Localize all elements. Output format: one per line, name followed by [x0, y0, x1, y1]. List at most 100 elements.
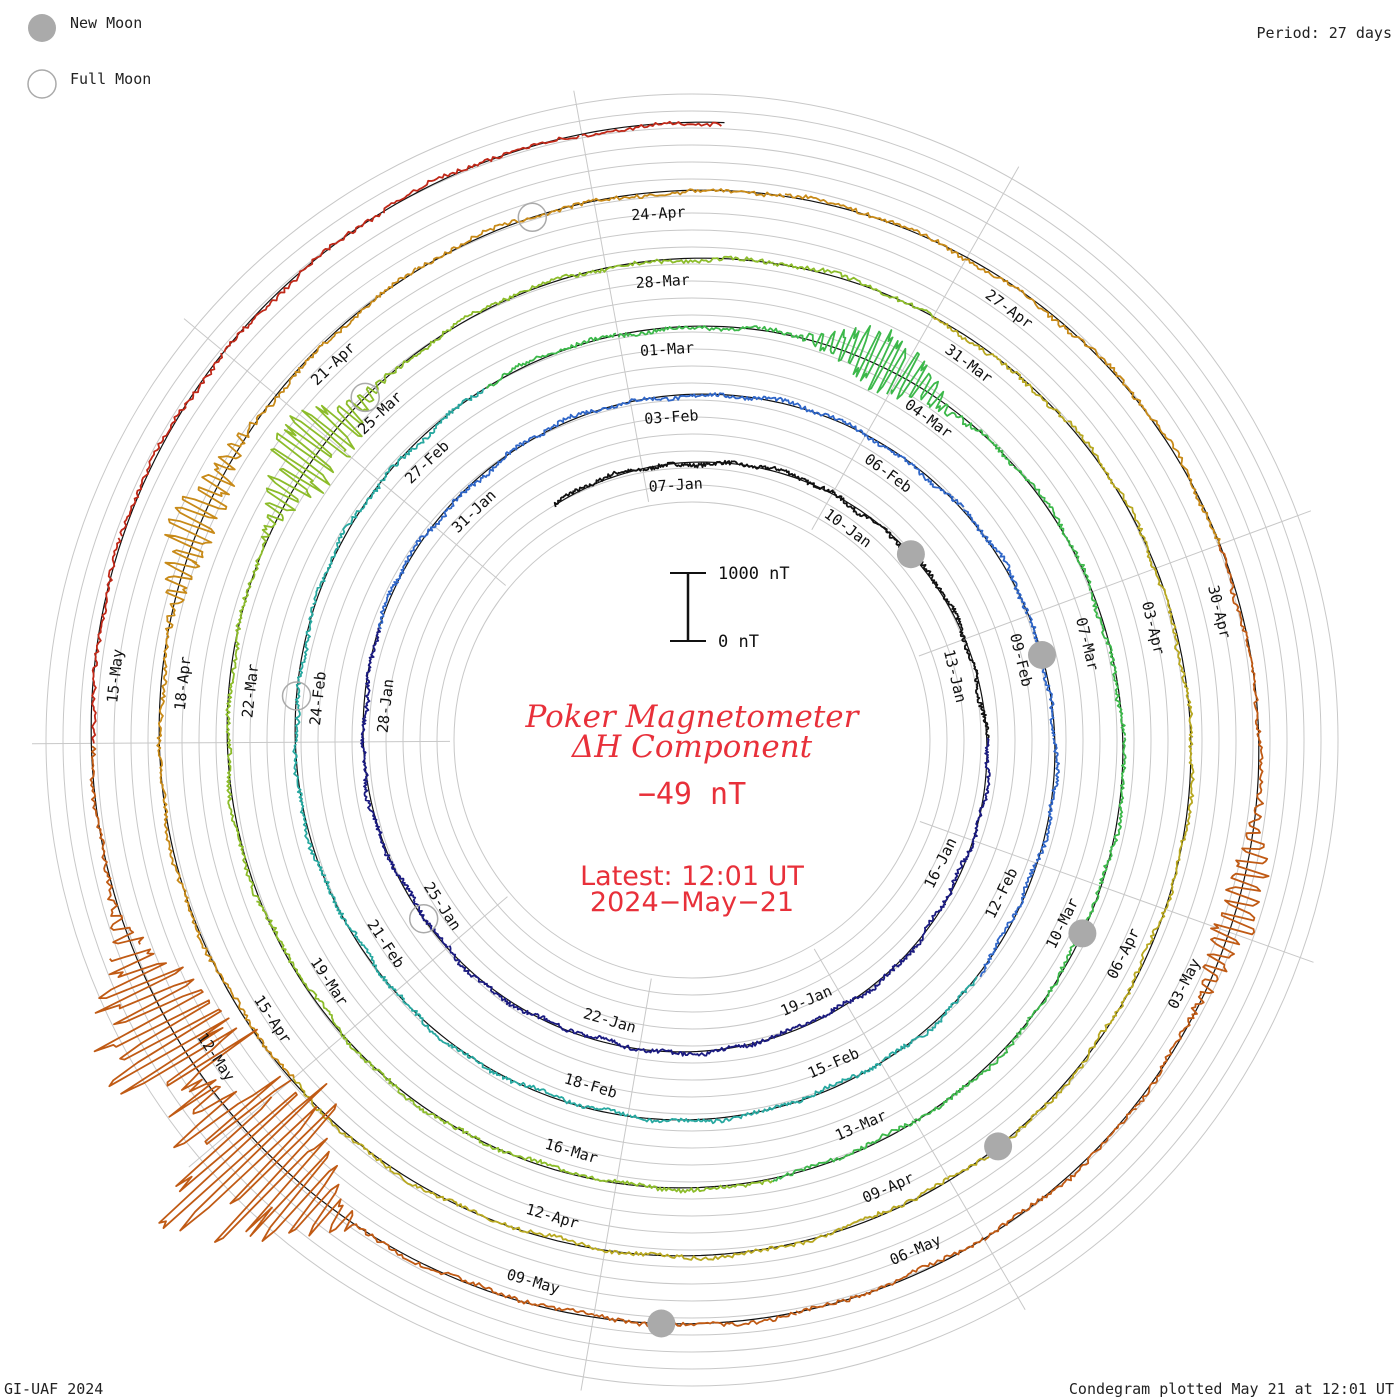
trace-segment [518, 399, 631, 447]
trace-segment [761, 325, 907, 395]
date-label: 07-Mar [1072, 616, 1102, 673]
trace-segment [1013, 466, 1092, 591]
trace-segment [383, 853, 449, 948]
grid-ring [300, 348, 1084, 1132]
trace-segment [194, 923, 295, 1079]
new-moon-marker [1028, 641, 1056, 669]
date-label: 10-Jan [821, 505, 875, 552]
trace-segment [1133, 927, 1241, 1108]
date-label: 18-Feb [562, 1069, 619, 1101]
trace-segment [979, 862, 1037, 978]
trace-segment [89, 745, 145, 945]
grid-ring [402, 450, 982, 1030]
grid-ring [351, 399, 1033, 1081]
grid-ring [164, 212, 1220, 1268]
date-label: 01-Mar [639, 339, 694, 360]
trace-segment [605, 255, 774, 271]
trace-segment [434, 444, 521, 528]
date-label: 15-May [103, 648, 127, 704]
trace-segment [604, 1244, 785, 1262]
grid-spoke [918, 510, 1312, 657]
trace-segment [961, 639, 990, 739]
grid-ring [453, 501, 931, 979]
date-label: 27-Apr [982, 286, 1036, 333]
trace-segment [784, 193, 967, 261]
full-moon-marker [408, 903, 439, 934]
date-label: 27-Feb [401, 437, 453, 487]
grid-ring [113, 161, 1271, 1319]
latest-date: 2024−May−21 [590, 887, 794, 918]
date-label: 18-Apr [171, 655, 195, 711]
trace-segment [398, 1253, 595, 1316]
trace-segment [984, 1108, 1137, 1242]
trace-segment [932, 316, 1068, 423]
trace-segment [1028, 614, 1056, 737]
trace-segment [1035, 737, 1060, 863]
date-label: 13-Jan [940, 648, 970, 705]
date-label: 28-Jan [374, 678, 398, 734]
trace-segment [629, 392, 752, 403]
trace-segment [972, 737, 991, 841]
trace-segment [865, 434, 965, 508]
date-label: 22-Jan [581, 1004, 638, 1036]
date-label: 12-Apr [524, 1200, 581, 1232]
grid-ring [181, 229, 1203, 1251]
trace-segment [965, 258, 1121, 378]
grid-ring [419, 467, 965, 1013]
baseline-spiral-path [90, 121, 1260, 1325]
date-label: 24-Feb [306, 671, 330, 727]
full-moon-icon [27, 69, 57, 99]
grid-ring [249, 297, 1135, 1183]
grid-ring [45, 93, 1339, 1387]
legend-new-moon-label: New Moon [70, 14, 142, 32]
chart-subtitle: ΔH Component [571, 729, 813, 765]
trace-segment [164, 395, 279, 564]
trace-segment [747, 1000, 847, 1048]
trace-segment [342, 1034, 469, 1134]
trace-segment [1119, 375, 1221, 546]
scale-bottom-label: 0 nT [718, 632, 759, 652]
trace-segment [396, 992, 502, 1077]
date-label: 25-Mar [354, 388, 406, 438]
grid-ring [147, 195, 1237, 1285]
date-label: 03-Feb [644, 406, 699, 427]
trace-segment [156, 742, 196, 925]
trace-segment [1213, 736, 1270, 936]
grid-ring [317, 365, 1067, 1115]
trace-segment [923, 840, 975, 934]
trace-segment [323, 877, 397, 992]
scale-top-label: 1000 nT [718, 564, 790, 584]
trace-segment [377, 526, 436, 630]
grid-spoke [188, 896, 508, 1168]
trace-segment [1027, 885, 1101, 1020]
grid-rings [45, 93, 1339, 1387]
new-moon-marker [647, 1309, 676, 1338]
trace-segment [501, 1075, 629, 1117]
grid-ring [198, 246, 1186, 1234]
grid-ring [266, 314, 1118, 1166]
grid-spoke [31, 740, 451, 745]
trace-segment [1153, 568, 1194, 738]
date-label: 09-May [505, 1265, 562, 1297]
trace-segment [833, 491, 912, 556]
trace-segment [466, 1133, 618, 1184]
trace-segment [910, 553, 966, 641]
date-label: 30-Apr [1204, 583, 1234, 640]
trace-segment [294, 605, 315, 743]
trace-segment [432, 1192, 606, 1253]
trace-segment [158, 1083, 400, 1256]
date-label: 22-Mar [238, 663, 262, 719]
date-label: 03-Apr [1138, 600, 1168, 657]
trace-segment [1080, 909, 1167, 1064]
trace-segment [881, 976, 978, 1062]
trace-segment [360, 627, 381, 743]
grid-ring [368, 416, 1016, 1064]
trace-segment [553, 467, 643, 508]
trace-segment [1164, 737, 1195, 910]
grid-spoke [813, 948, 1026, 1310]
full-moon-marker [350, 382, 380, 413]
radial-spokes [31, 90, 1314, 1391]
trace-segment [1098, 737, 1127, 885]
grid-ring [334, 382, 1050, 1098]
